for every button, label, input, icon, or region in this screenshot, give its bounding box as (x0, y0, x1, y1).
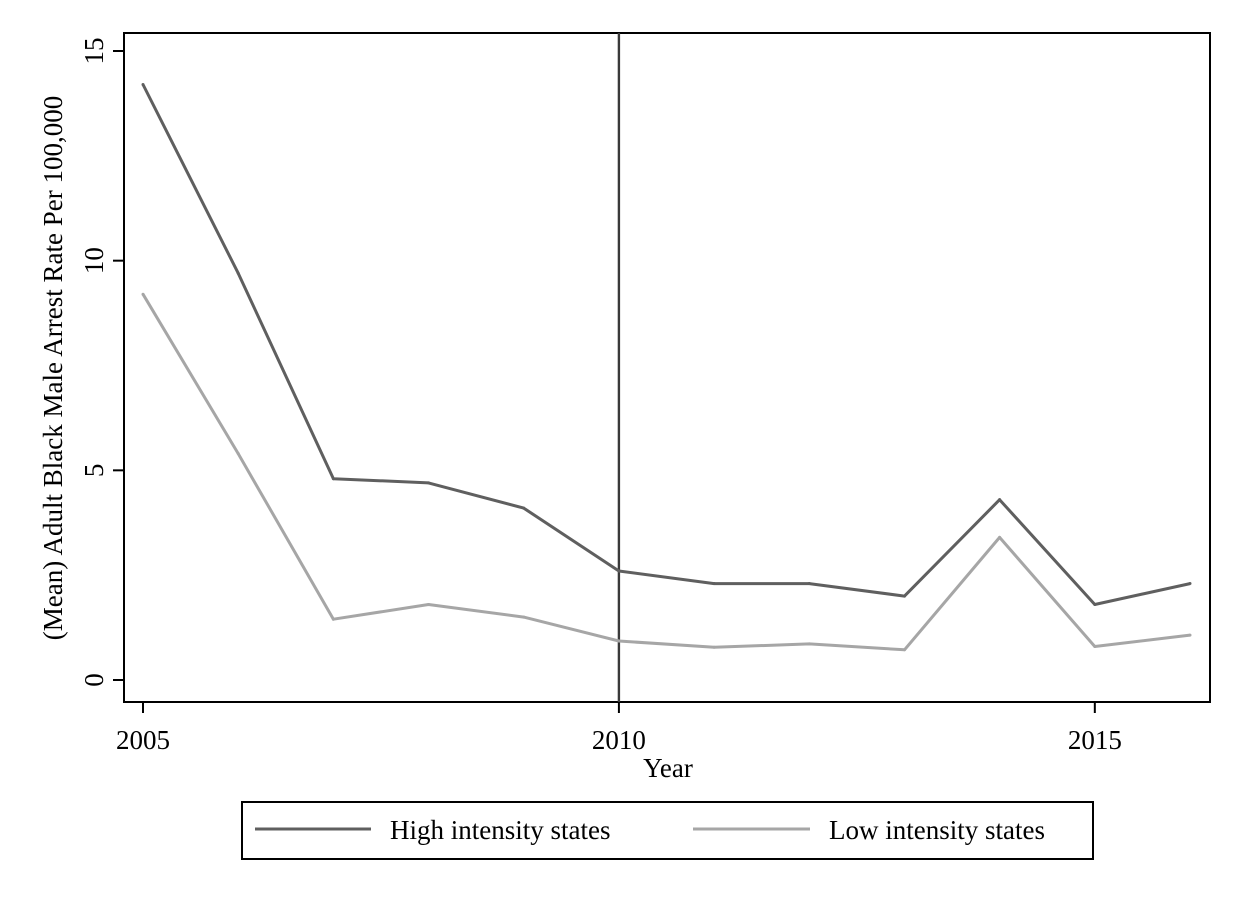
legend-label-low-intensity: Low intensity states (829, 815, 1045, 845)
data-point-high-2006 (236, 271, 240, 275)
legend-label-high-intensity: High intensity states (390, 815, 610, 845)
legend-box (241, 801, 1094, 860)
x-tick-label-2015: 2015 (1068, 725, 1122, 755)
data-point-low-2016 (1188, 633, 1192, 637)
y-tick-label-15: 15 (79, 38, 109, 65)
data-point-low-2011 (712, 645, 716, 649)
y-tick-label-5: 5 (79, 464, 109, 478)
data-point-high-2008 (427, 481, 431, 485)
data-point-high-2011 (712, 582, 716, 586)
data-point-low-2010 (617, 639, 621, 643)
data-point-high-2010 (617, 569, 621, 573)
data-point-high-2005 (141, 83, 145, 87)
data-point-low-2008 (427, 603, 431, 607)
x-axis-title: Year (643, 753, 693, 783)
y-tick-label-10: 10 (79, 247, 109, 274)
x-axis: 2005 2010 2015 (116, 702, 1122, 755)
data-point-high-2007 (331, 477, 335, 481)
series-line-high-intensity (141, 83, 1191, 606)
y-axis: 0 5 10 15 (79, 38, 124, 687)
data-point-low-2014 (998, 535, 1002, 539)
legend: High intensity states Low intensity stat… (241, 801, 1094, 860)
plot-frame (123, 32, 1211, 703)
data-point-low-2009 (522, 615, 526, 619)
data-point-low-2007 (331, 617, 335, 621)
data-point-high-2016 (1188, 582, 1192, 586)
data-point-high-2009 (522, 506, 526, 510)
x-tick-label-2010: 2010 (592, 725, 646, 755)
data-point-high-2015 (1093, 603, 1097, 607)
data-point-low-2012 (807, 642, 811, 646)
data-point-low-2013 (902, 648, 906, 652)
data-point-low-2005 (141, 292, 145, 296)
data-point-high-2013 (902, 594, 906, 598)
y-axis-title: (Mean) Adult Black Male Arrest Rate Per … (38, 96, 68, 640)
data-point-high-2014 (998, 498, 1002, 502)
series-line-low-intensity (141, 293, 1191, 652)
data-point-high-2012 (807, 582, 811, 586)
series-group (141, 83, 1192, 652)
x-tick-label-2005: 2005 (116, 725, 170, 755)
y-tick-label-0: 0 (79, 673, 109, 687)
data-point-low-2006 (236, 452, 240, 456)
data-point-low-2015 (1093, 644, 1097, 648)
